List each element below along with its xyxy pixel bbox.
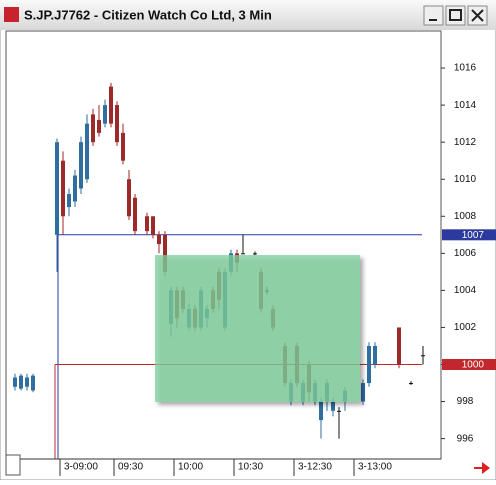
x-tick-label: 3-09:00 bbox=[64, 462, 98, 473]
drawn-rectangle[interactable] bbox=[155, 255, 360, 402]
y-tick-label: 996 bbox=[457, 433, 474, 444]
candle-body bbox=[157, 234, 161, 245]
candle-body bbox=[409, 383, 413, 385]
candle-body bbox=[25, 377, 29, 387]
maximize-button[interactable] bbox=[445, 5, 466, 26]
candle-body bbox=[103, 105, 107, 124]
candle-body bbox=[127, 179, 131, 217]
y-tick-label: 1002 bbox=[454, 322, 477, 333]
y-tick-label: 1016 bbox=[454, 63, 477, 74]
candle-body bbox=[109, 86, 113, 124]
x-tick-label: 09:30 bbox=[118, 462, 143, 473]
close-icon bbox=[471, 9, 484, 22]
minimize-button[interactable] bbox=[423, 5, 444, 26]
candle-body bbox=[115, 105, 119, 143]
candle-body bbox=[361, 383, 365, 402]
x-tick-label: 3-12:30 bbox=[298, 462, 332, 473]
candle-body bbox=[319, 401, 323, 421]
candle-body bbox=[145, 216, 149, 232]
candle-body bbox=[397, 327, 401, 365]
axis-overlay: 996 998 1000 1002 1004 1006 1008 1010 1012 1014 10… bbox=[6, 63, 496, 476]
candle-body bbox=[337, 410, 341, 412]
candle-body bbox=[79, 142, 83, 189]
title-bar bbox=[0, 0, 496, 30]
scroll-arrow[interactable] bbox=[474, 462, 490, 474]
price-tag-label: 1007 bbox=[462, 230, 485, 241]
candle-body bbox=[367, 345, 371, 384]
y-tick-label: 1012 bbox=[454, 137, 477, 148]
candle-body bbox=[241, 253, 245, 255]
candle-body bbox=[331, 401, 335, 411]
candle-body bbox=[133, 197, 137, 232]
candle-body bbox=[163, 234, 167, 272]
candle-body bbox=[373, 345, 377, 365]
y-tick-label: 1008 bbox=[454, 211, 477, 222]
x-tick-label: 10:30 bbox=[238, 462, 263, 473]
window-title: S.JP.J7762 - Citizen Watch Co Ltd, 3 Min bbox=[24, 7, 272, 22]
candle-body bbox=[151, 216, 155, 235]
y-tick-label: 1014 bbox=[454, 100, 477, 111]
x-tick-label: 10:00 bbox=[178, 462, 203, 473]
price-tag-label: 1000 bbox=[462, 360, 485, 371]
candle-body bbox=[61, 160, 65, 217]
app-icon bbox=[4, 7, 19, 22]
candle-body bbox=[253, 253, 257, 255]
candle-body bbox=[121, 132, 125, 161]
price-tag bbox=[442, 359, 496, 371]
candle-body bbox=[67, 194, 71, 208]
candle-body bbox=[19, 375, 23, 389]
window-buttons bbox=[423, 5, 488, 26]
candle-body bbox=[13, 377, 17, 387]
price-tag bbox=[442, 229, 496, 241]
candle-body bbox=[31, 375, 35, 391]
candle-body bbox=[97, 119, 101, 133]
scroll-box[interactable] bbox=[5, 454, 21, 476]
candle-body bbox=[73, 175, 77, 202]
candle-body bbox=[91, 114, 95, 143]
y-tick-label: 1004 bbox=[454, 285, 477, 296]
y-tick-label: 1006 bbox=[454, 248, 477, 259]
y-tick-label: 998 bbox=[457, 396, 474, 407]
x-tick-label: 3-13:00 bbox=[358, 462, 392, 473]
candle-body bbox=[85, 123, 89, 180]
candle-body bbox=[55, 142, 59, 235]
y-tick-label: 1010 bbox=[454, 174, 477, 185]
maximize-icon bbox=[449, 9, 462, 21]
candle-body bbox=[421, 355, 425, 357]
